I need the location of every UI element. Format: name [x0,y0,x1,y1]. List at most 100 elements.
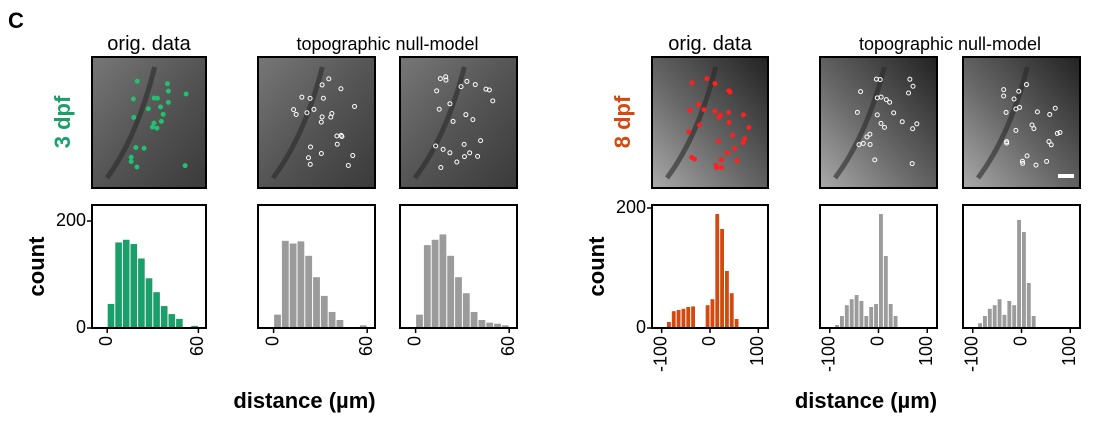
microscopy-image [92,57,206,188]
cell-marker [717,139,721,143]
histogram-bar [855,295,859,328]
histogram-bar [715,214,719,328]
cell-marker [705,77,709,81]
histogram-bar [447,256,454,328]
cell-marker [132,115,136,119]
cell-marker [135,165,139,169]
x-tick-label: 60 [356,336,376,356]
histogram-bar [711,299,715,328]
orig-title: orig. data [107,33,191,55]
cell-marker [142,146,146,150]
cell-marker [747,126,751,130]
cell-marker [687,130,691,134]
cell-marker [150,125,154,129]
x-axis-label: distance (µm) [795,388,937,413]
cell-marker [159,119,163,123]
cell-marker [697,103,701,107]
cell-marker [690,81,694,85]
cell-marker [166,89,170,93]
cell-marker [155,126,159,130]
y-tick-label: 200 [616,197,646,217]
orig-title: orig. data [668,33,752,55]
histogram-bar [1012,305,1016,328]
histogram-bar [998,299,1002,328]
cell-marker [134,146,138,150]
plot-frame [820,205,937,328]
plot-frame [652,205,768,328]
histogram-bar [845,305,849,328]
histogram-bar [706,305,710,328]
cell-marker [743,137,747,141]
cell-marker [741,141,745,145]
x-tick-label: -100 [650,336,670,372]
microscopy-image [963,57,1080,188]
histogram-bar [720,229,724,328]
cell-marker [692,157,696,161]
cell-marker [741,113,745,117]
histogram-bar [313,277,320,328]
cell-marker [698,123,702,127]
x-tick-label: 0 [699,336,719,346]
histogram-bar [894,316,898,328]
cell-marker [713,109,717,113]
histogram-bar [169,314,176,328]
cell-marker [735,159,739,163]
y-tick-label: 0 [636,317,646,337]
cell-marker [165,82,169,86]
x-tick-label: 100 [1059,336,1079,366]
x-tick-label: 0 [1010,336,1030,346]
cell-marker [184,92,188,96]
histogram-bar [298,241,305,328]
x-tick-label: -100 [819,336,839,372]
histogram-bar [1003,315,1007,328]
histogram-bar [874,304,878,328]
x-tick-label: 0 [867,336,887,346]
histogram-bar [161,306,168,328]
histogram-bar [682,309,686,328]
cell-marker [161,112,165,116]
histogram-bar [416,315,423,328]
histogram-bar [329,312,336,328]
cell-marker [717,115,721,119]
y-axis-label: count [584,236,609,297]
histogram-bar [305,256,312,328]
histogram-bar [993,305,997,328]
histogram-bar [432,240,439,328]
histogram-bar [889,304,893,328]
cell-marker [720,165,724,169]
histogram-bar [321,296,328,328]
histogram-bar [840,316,844,328]
y-axis-label: count [24,236,49,297]
cell-marker [166,100,170,104]
histogram-bar [1017,220,1021,328]
cell-marker [152,121,156,125]
cell-marker [688,108,692,112]
cell-marker [152,96,156,100]
x-tick-label: 100 [747,336,767,366]
histogram-bar [479,320,486,328]
cell-marker [727,120,731,124]
cell-marker [159,105,163,109]
histogram-bar [115,242,122,328]
histogram-bar [1027,283,1031,328]
histogram-bar [471,312,478,328]
cell-marker [129,160,133,164]
age-label: 3 dpf [50,95,75,148]
cell-marker [713,82,717,86]
histogram-bar [677,310,681,328]
histogram-bar [282,241,289,328]
figure: C orig. datatopographic null-model3 dpfc… [0,0,1104,419]
cell-marker [135,79,139,83]
histogram-bar [440,234,447,328]
scale-bar [1058,174,1074,178]
cell-marker [733,146,737,150]
histogram-bar [672,311,676,328]
cell-marker [715,165,719,169]
microscopy-image [258,57,375,188]
histogram-bar [730,293,734,328]
x-tick-label: 0 [404,336,424,346]
cell-marker [728,90,732,94]
y-tick-label: 0 [76,317,86,337]
histogram-bar [864,316,868,328]
histogram-bar [735,319,739,328]
